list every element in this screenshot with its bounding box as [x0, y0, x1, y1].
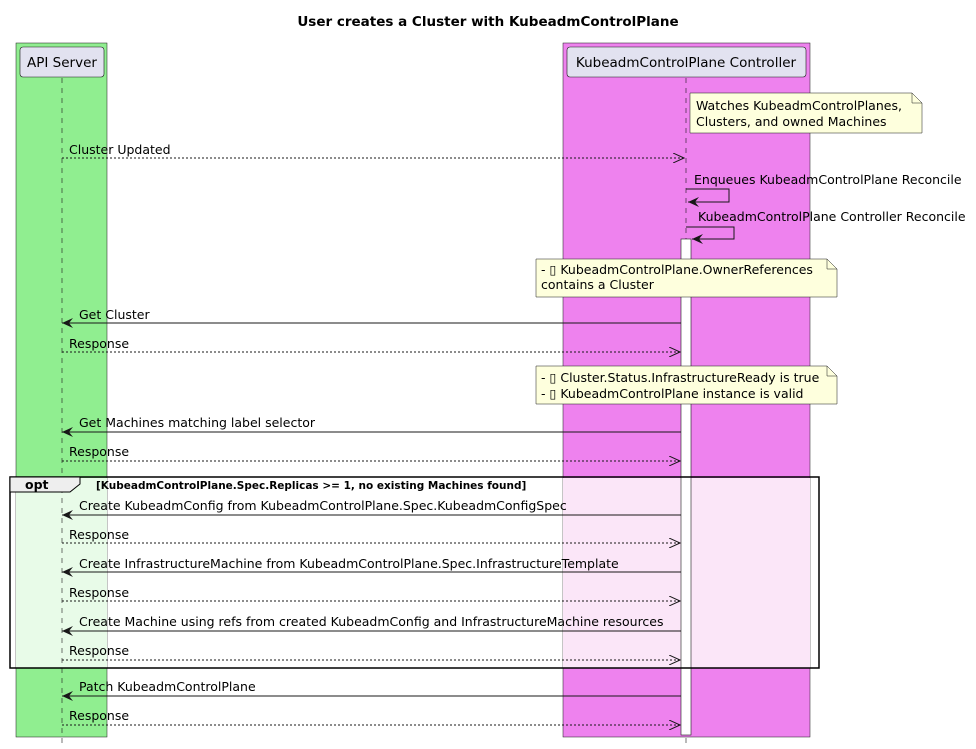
participant-api-server[interactable]: API Server	[19, 46, 105, 78]
self-message-arrow	[686, 188, 730, 207]
svg-text:- ▯ KubeadmControlPlane.OwnerR: - ▯ KubeadmControlPlane.OwnerReferences	[541, 262, 813, 277]
message-label: Response	[69, 527, 129, 542]
opt-fragment: opt [KubeadmControlPlane.Spec.Replicas >…	[9, 476, 820, 669]
message-label: Create Machine using refs from created K…	[79, 614, 664, 629]
message-label: Response	[69, 708, 129, 723]
message-label: Response	[69, 643, 129, 658]
message-label: Create InfrastructureMachine from Kubead…	[79, 556, 619, 571]
message-label: Response	[69, 336, 129, 351]
message-label: Enqueues KubeadmControlPlane Reconcile	[694, 172, 962, 187]
svg-text:Clusters, and owned Machines: Clusters, and owned Machines	[696, 114, 887, 129]
note-watches: Watches KubeadmControlPlanes, Clusters, …	[689, 92, 923, 134]
svg-text:KubeadmControlPlane Controller: KubeadmControlPlane Controller	[576, 55, 797, 71]
self-message-arrow	[686, 226, 735, 244]
message-label: KubeadmControlPlane Controller Reconcile	[698, 209, 966, 224]
message-label: Cluster Updated	[69, 142, 171, 157]
opt-tint-api	[16, 478, 107, 668]
participant-controller[interactable]: KubeadmControlPlane Controller	[566, 46, 807, 78]
message-label: Create KubeadmConfig from KubeadmControl…	[79, 498, 567, 513]
activation-bar	[680, 238, 692, 736]
note-preconditions: - ▯ Cluster.Status.InfrastructureReady i…	[535, 365, 838, 405]
svg-text:Watches KubeadmControlPlanes,: Watches KubeadmControlPlanes,	[696, 98, 902, 113]
message-label: Response	[69, 444, 129, 459]
diagram-title: User creates a Cluster with KubeadmContr…	[297, 14, 678, 30]
message-label: Get Machines matching label selector	[79, 415, 316, 430]
message-label: Response	[69, 585, 129, 600]
message-label: Patch KubeadmControlPlane	[79, 679, 256, 694]
opt-keyword: opt	[25, 477, 49, 492]
message-label: Get Cluster	[79, 307, 150, 322]
svg-text:- ▯ Cluster.Status.Infrastruct: - ▯ Cluster.Status.InfrastructureReady i…	[541, 370, 820, 385]
note-owner-references: - ▯ KubeadmControlPlane.OwnerReferences …	[535, 258, 838, 298]
svg-text:API Server: API Server	[27, 55, 97, 71]
svg-text:contains a Cluster: contains a Cluster	[541, 277, 655, 292]
svg-text:- ▯ KubeadmControlPlane instan: - ▯ KubeadmControlPlane instance is vali…	[541, 386, 804, 401]
opt-condition: [KubeadmControlPlane.Spec.Replicas >= 1,…	[96, 480, 526, 492]
